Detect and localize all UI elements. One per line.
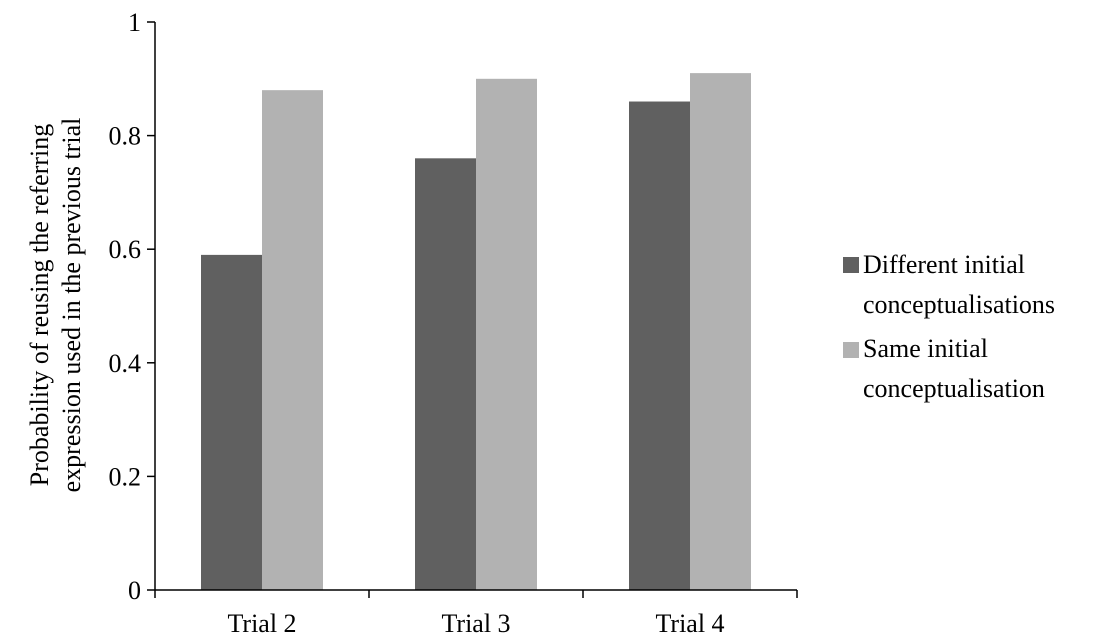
bar-same-trial-3 — [476, 78, 537, 591]
legend-label-different-line-2: conceptualisations — [863, 290, 1055, 319]
bar-same-trial-2 — [262, 90, 323, 590]
y-axis-label-line-1: Probability of reusing the referring — [25, 124, 54, 486]
legend-label-same-line-2: conceptualisation — [863, 374, 1045, 403]
y-tick-label: 1 — [128, 8, 141, 37]
y-tick-label: 0.6 — [109, 235, 142, 264]
y-tick-label: 0.8 — [109, 122, 142, 151]
x-tick-label: Trial 2 — [227, 609, 296, 638]
bar-different-trial-4 — [629, 101, 690, 591]
y-tick-label: 0.4 — [109, 349, 142, 378]
y-axis-label-line-2: expression used in the previous trial — [57, 118, 86, 493]
y-ticks-group: 0 0.2 0.4 0.6 0.8 1 — [109, 8, 155, 605]
bar-different-trial-3 — [415, 158, 476, 590]
bar-different-trial-2 — [201, 254, 262, 590]
bar-same-trial-4 — [690, 73, 751, 591]
x-ticks-group: Trial 2 Trial 3 Trial 4 — [154, 590, 798, 638]
legend-label-same-line-1: Same initial — [863, 334, 988, 363]
legend-swatch-different — [843, 257, 859, 273]
x-tick-label: Trial 4 — [655, 609, 724, 638]
legend: Different initial conceptualisations Sam… — [843, 250, 1055, 403]
x-tick-label: Trial 3 — [441, 609, 510, 638]
bars-group — [201, 73, 751, 591]
legend-swatch-same — [843, 342, 859, 358]
y-tick-label: 0 — [128, 576, 141, 605]
y-tick-label: 0.2 — [109, 462, 142, 491]
legend-label-different-line-1: Different initial — [863, 250, 1025, 279]
